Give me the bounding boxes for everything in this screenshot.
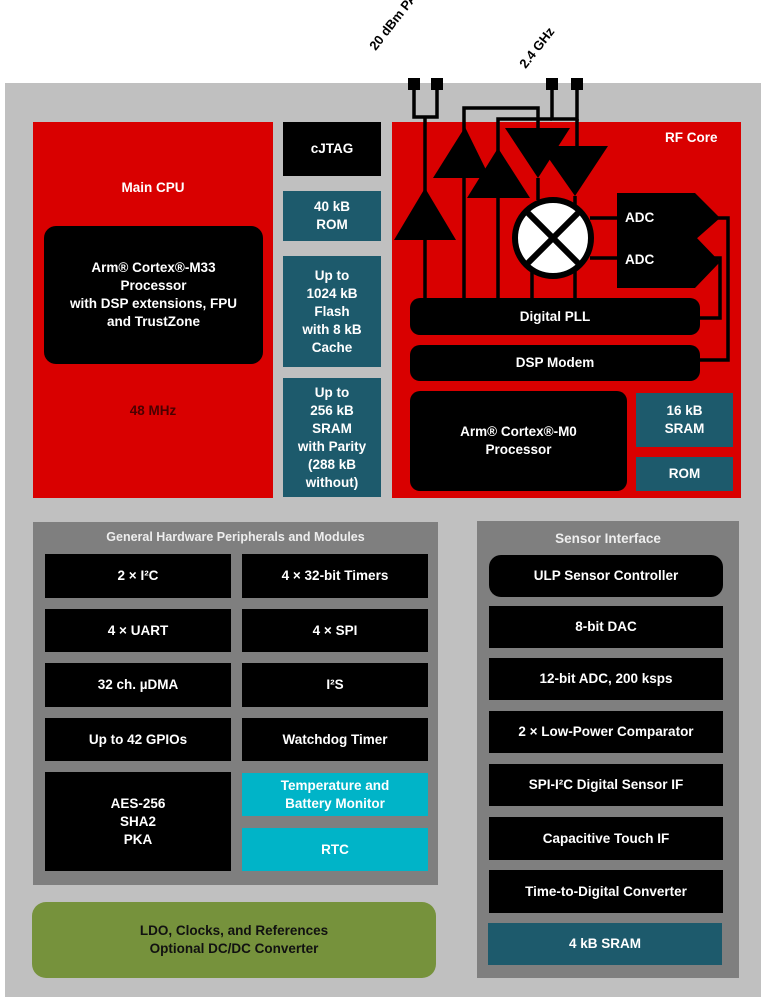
gpio-block: Up to 42 GPIOs	[45, 718, 231, 761]
dsp-modem: DSP Modem	[410, 345, 700, 381]
sram-block: Up to 256 kB SRAM with Parity (288 kB wi…	[283, 378, 381, 497]
m33-processor: Arm® Cortex®-M33 Processor with DSP exte…	[44, 226, 263, 364]
dac-block: 8-bit DAC	[489, 606, 723, 648]
rf-core-title: RF Core	[665, 130, 718, 145]
m0-processor: Arm® Cortex®-M0 Processor	[410, 391, 627, 491]
i2c-block: 2 × I²C	[45, 554, 231, 598]
timers-block: 4 × 32-bit Timers	[242, 554, 428, 598]
temp-battery-monitor: Temperature and Battery Monitor	[242, 773, 428, 816]
uart-block: 4 × UART	[45, 609, 231, 652]
rtc-block: RTC	[242, 828, 428, 871]
cjtag-block: cJTAG	[283, 122, 381, 176]
rf-rom-block: ROM	[636, 457, 733, 491]
adc-1-shape	[617, 193, 720, 240]
udma-block: 32 ch. µDMA	[45, 663, 231, 707]
adc-2-shape	[617, 236, 720, 288]
sensor-interface-title: Sensor Interface	[555, 531, 661, 546]
tdc-block: Time-to-Digital Converter	[489, 870, 723, 913]
peripherals-title: General Hardware Peripherals and Modules	[106, 530, 365, 544]
main-cpu-title: Main CPU	[121, 180, 185, 195]
pa-antenna-wire	[412, 88, 439, 119]
rom-block: 40 kB ROM	[283, 191, 381, 241]
rf-antenna-wire	[550, 88, 579, 121]
flash-block: Up to 1024 kB Flash with 8 kB Cache	[283, 256, 381, 367]
cpu-clock: 48 MHz	[129, 403, 177, 418]
i2s-block: I²S	[242, 663, 428, 707]
rf-antenna-pad-1	[546, 78, 558, 90]
digital-sensor-if: SPI-I²C Digital Sensor IF	[489, 764, 723, 806]
mixer-icon	[512, 197, 594, 279]
digital-pll: Digital PLL	[410, 298, 700, 335]
sensor-sram-block: 4 kB SRAM	[488, 923, 722, 965]
adc-2-label: ADC	[625, 252, 655, 267]
watchdog-block: Watchdog Timer	[242, 718, 428, 761]
tx-amplifier-2-icon	[467, 148, 530, 198]
pa-amplifier-icon	[394, 188, 456, 240]
pa-antenna-pad-1	[408, 78, 420, 90]
spi-block: 4 × SPI	[242, 609, 428, 652]
lna-2-icon	[540, 146, 608, 196]
tx-amplifier-icon	[433, 127, 490, 178]
rf-antenna-pad-2	[571, 78, 583, 90]
ulp-sensor-controller: ULP Sensor Controller	[489, 555, 723, 597]
lna-icon	[505, 128, 570, 178]
pa-antenna-pad-2	[431, 78, 443, 90]
rf-sram-block: 16 kB SRAM	[636, 393, 733, 447]
crypto-block: AES-256 SHA2 PKA	[45, 772, 231, 871]
sensor-adc-block: 12-bit ADC, 200 ksps	[489, 658, 723, 700]
capacitive-touch-if: Capacitive Touch IF	[489, 817, 723, 860]
comparator-block: 2 × Low-Power Comparator	[489, 711, 723, 753]
adc-1-label: ADC	[625, 210, 655, 225]
power-block: LDO, Clocks, and References Optional DC/…	[32, 902, 436, 978]
